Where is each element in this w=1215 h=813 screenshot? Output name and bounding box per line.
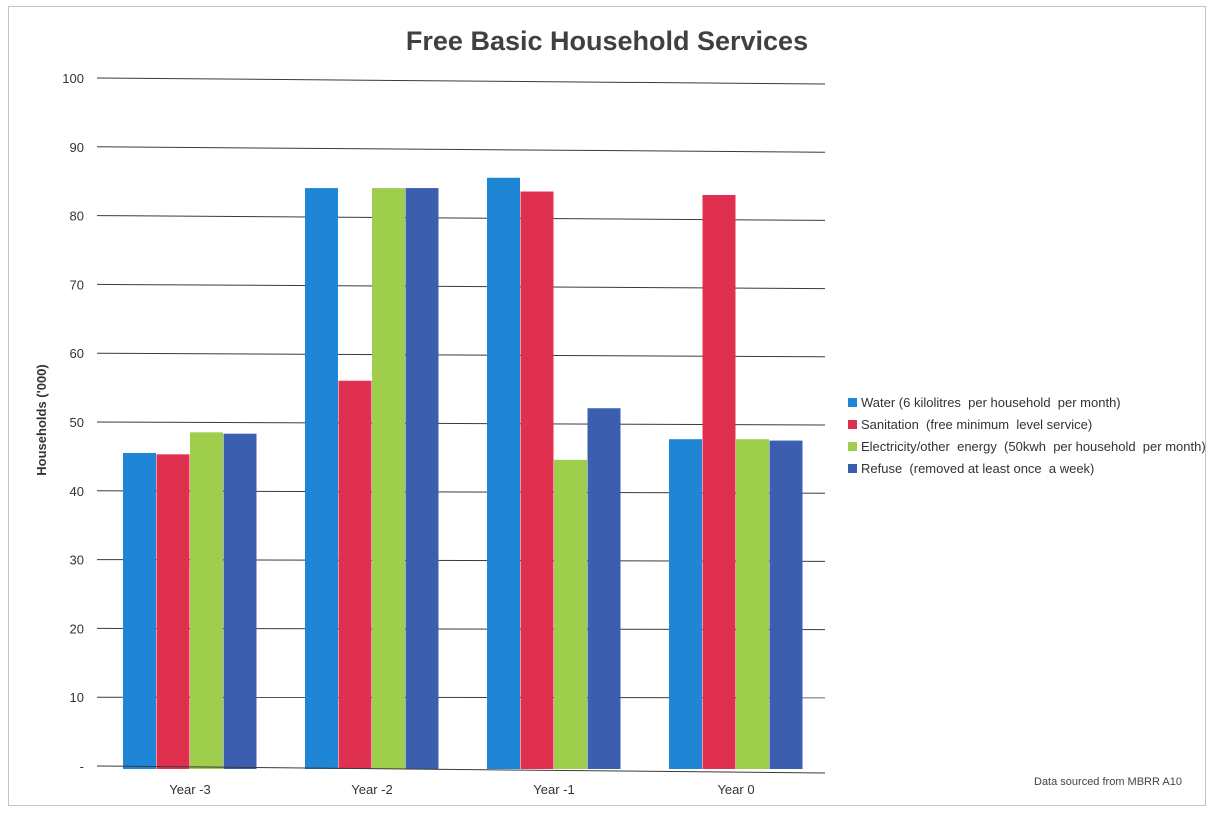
legend-label: Refuse (removed at least once a week) <box>861 460 1095 476</box>
y-tick-label: 70 <box>70 277 84 292</box>
legend-label: Electricity/other energy (50kwh per hous… <box>861 438 1206 454</box>
bars <box>123 177 803 769</box>
legend-swatch <box>848 463 857 473</box>
bar-year-1-series-2 <box>554 459 587 769</box>
y-tick-label: 10 <box>70 690 84 705</box>
legend-item: Sanitation (free minimum level service) <box>848 413 1206 435</box>
bar-year-2-series-2 <box>372 188 405 769</box>
legend-swatch <box>848 441 857 451</box>
x-tick-label: Year -1 <box>533 782 574 797</box>
bar-year-2-series-1 <box>338 380 372 769</box>
y-tick-label: 30 <box>70 553 84 568</box>
bar-year-3-series-3 <box>223 433 257 769</box>
legend-swatch <box>848 419 857 429</box>
gridline <box>96 77 826 85</box>
axes <box>96 765 826 774</box>
y-tick-label: - <box>80 759 84 774</box>
bar-year0-series-0 <box>669 439 702 769</box>
y-tick-label: 60 <box>70 346 84 361</box>
legend-item: Refuse (removed at least once a week) <box>848 457 1206 479</box>
bar-year-1-series-1 <box>520 191 554 769</box>
y-axis-label: Households ('000) <box>34 364 49 475</box>
legend-item: Water (6 kilolitres per household per mo… <box>848 391 1206 413</box>
x-tick-label: Year -3 <box>169 782 210 797</box>
source-note: Data sourced from MBRR A10 <box>1034 776 1182 788</box>
legend-swatch <box>848 397 857 407</box>
x-tick-label: Year -2 <box>351 782 392 797</box>
bar-year-1-series-0 <box>487 177 520 769</box>
y-tick-label: 80 <box>70 209 84 224</box>
legend-item: Electricity/other energy (50kwh per hous… <box>848 435 1206 457</box>
bar-year0-series-3 <box>769 440 803 769</box>
y-tick-label: 20 <box>70 621 84 636</box>
y-tick-label: 50 <box>70 415 84 430</box>
legend-label: Sanitation (free minimum level service) <box>861 416 1093 432</box>
bar-year0-series-1 <box>702 194 736 769</box>
y-tick-label: 90 <box>70 140 84 155</box>
legend-label: Water (6 kilolitres per household per mo… <box>861 394 1121 410</box>
bar-year-3-series-0 <box>123 452 156 769</box>
y-tick-label: 40 <box>70 484 84 499</box>
bar-year0-series-2 <box>736 439 769 769</box>
y-tick-label: 100 <box>62 71 84 86</box>
legend: Water (6 kilolitres per household per mo… <box>848 391 1206 479</box>
gridline <box>96 146 826 153</box>
x-tick-label: Year 0 <box>717 782 754 797</box>
axis-labels: - 10 20 30 40 50 60 70 80 90 100 Households ('000) Y… <box>34 71 755 797</box>
bar-year-2-series-3 <box>405 188 439 769</box>
x-axis <box>96 765 826 774</box>
bar-year-2-series-0 <box>305 188 338 769</box>
bar-year-3-series-2 <box>190 432 223 769</box>
bar-year-3-series-1 <box>156 454 190 769</box>
chart-title: Free Basic Household Services <box>405 26 809 56</box>
bar-year-1-series-3 <box>587 408 621 769</box>
